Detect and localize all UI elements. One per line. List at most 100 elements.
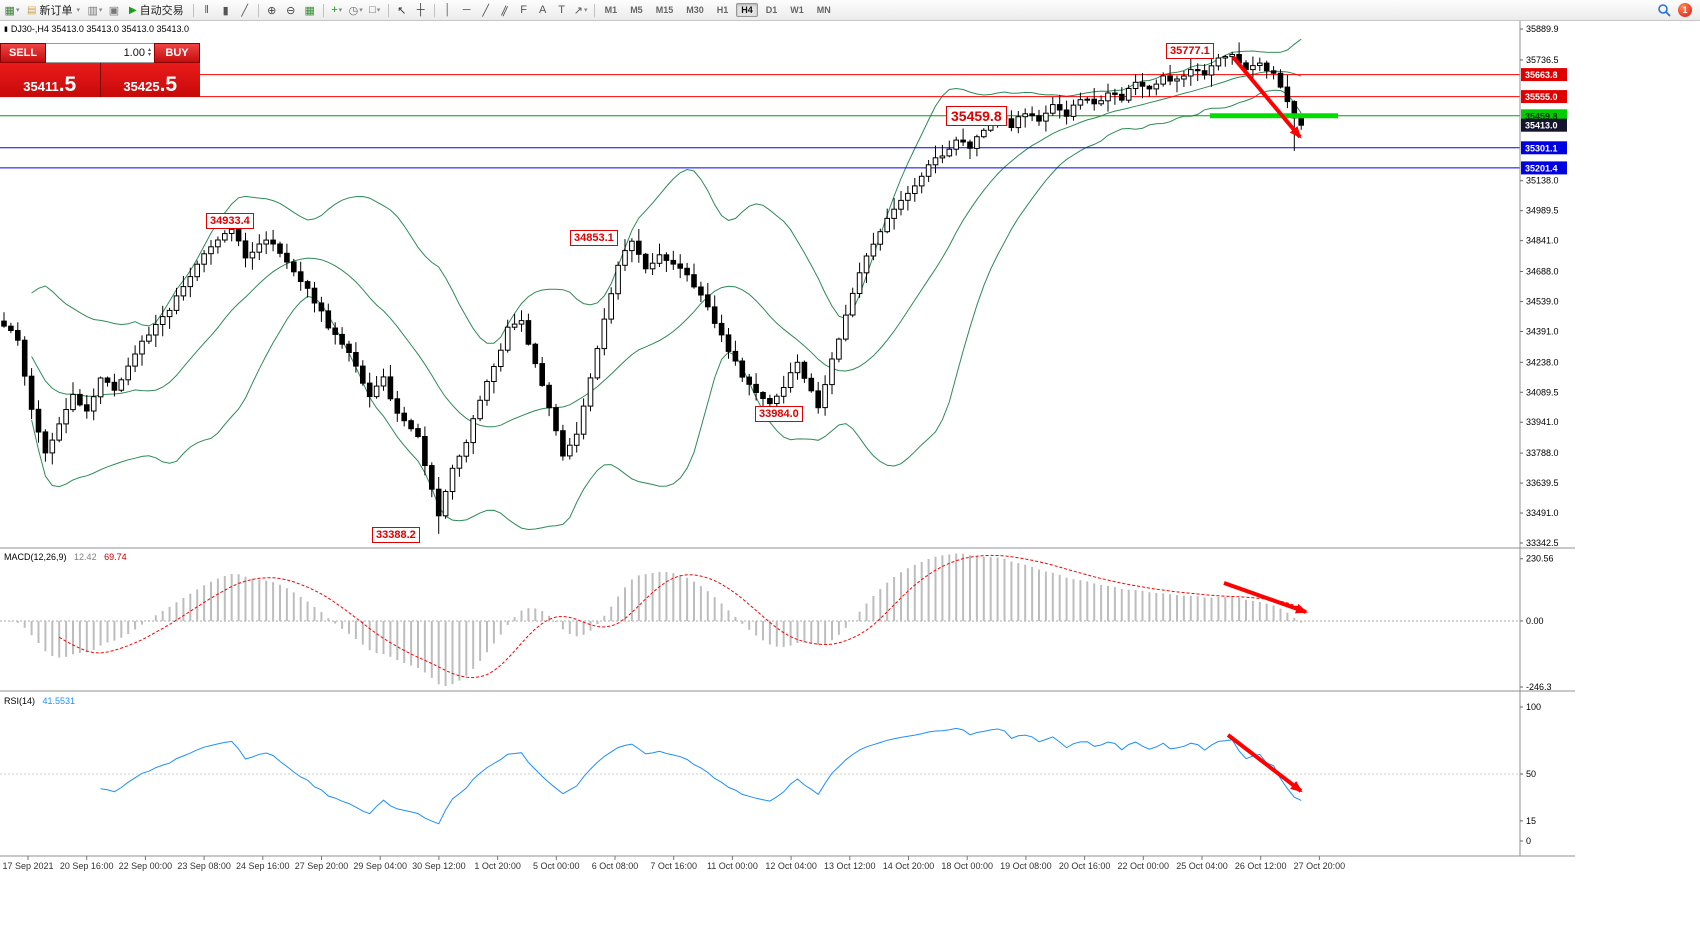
timeframe-button-d1[interactable]: D1 [765,5,778,15]
price-annotation-34933.4[interactable]: 34933.4 [206,213,254,229]
timeframe-button-w1[interactable]: W1 [790,5,804,15]
notification-badge[interactable]: 1 [1678,3,1692,17]
svg-text:100: 100 [1526,702,1541,712]
svg-text:5 Oct 00:00: 5 Oct 00:00 [533,861,580,871]
svg-text:34688.0: 34688.0 [1526,267,1559,277]
bar-chart-type-icon[interactable]: ‖ [204,4,209,16]
line-chart-type-icon[interactable]: ╱ [241,4,248,17]
price-axis-box-35663.8 [1521,68,1567,82]
buy-price[interactable]: 35425.5 [100,63,200,97]
rsi-trend-arrow[interactable] [1226,733,1303,793]
arrows-icon[interactable]: ↗ ▾ [573,4,588,17]
macd-main-value: 12.42 [74,552,97,562]
vertical-line-icon[interactable]: │ [444,4,452,16]
timeframe-button-h1[interactable]: H1 [716,5,729,15]
svg-text:35889.9: 35889.9 [1526,24,1559,34]
auto-trading-button-icon: ▶ [128,4,137,16]
svg-text:34841.0: 34841.0 [1526,236,1559,246]
bollinger-upper-band [31,38,1302,344]
text-icon[interactable]: A [539,4,547,16]
chart-plot-area[interactable] [0,21,1520,856]
toolbar-separator [257,3,259,17]
indicators-icon[interactable]: + ▾ [331,4,343,16]
timeframe-button-h4[interactable]: H4 [736,3,758,17]
price-axis-box-35555.0 [1521,90,1567,104]
svg-text:34391.0: 34391.0 [1526,326,1559,336]
timeframe-button-m5[interactable]: M5 [630,5,643,15]
new-chart-icon[interactable]: ▦ ▾ [4,4,20,17]
toolbar-separator [192,3,194,17]
price-trend-arrow[interactable] [1231,55,1302,139]
macd-trend-arrow[interactable] [1223,581,1308,614]
fibonacci-icon[interactable]: F [520,4,528,16]
sell-price[interactable]: 35411.5 [0,63,100,97]
price-axis[interactable] [1521,21,1576,856]
trendline-icon[interactable]: ╱ [482,4,489,17]
svg-text:20 Oct 16:00: 20 Oct 16:00 [1059,861,1111,871]
svg-text:33342.5: 33342.5 [1526,538,1559,548]
svg-text:34539.0: 34539.0 [1526,297,1559,307]
window-cascade-icon[interactable]: ▣ [108,4,120,17]
zoom-in-icon[interactable]: ⊕ [267,4,277,17]
svg-text:23 Sep 08:00: 23 Sep 08:00 [177,861,231,871]
tile-windows-icon[interactable]: ▦ [304,4,315,17]
symbol-ohlc-line: ▮ DJ30-,H4 35413.0 35413.0 35413.0 35413… [4,24,189,34]
cursor-icon[interactable]: ↖ [397,4,407,17]
price-axis-box-35301.1 [1521,141,1567,155]
price-annotation-33388.2[interactable]: 33388.2 [372,527,420,543]
buy-button[interactable]: BUY [154,43,200,63]
price-annotation-33984.0[interactable]: 33984.0 [755,406,803,422]
auto-trading-button[interactable]: ▶ 自动交易 [128,4,184,18]
svg-text:29 Sep 04:00: 29 Sep 04:00 [353,861,407,871]
profiles-icon[interactable]: ▥ ▾ [87,4,103,17]
svg-text:6 Oct 08:00: 6 Oct 08:00 [592,861,639,871]
label-icon[interactable]: T [558,4,566,16]
price-annotation-34853.1[interactable]: 34853.1 [570,230,618,246]
chart-window: 35889.9 35736.5 35138.0 34989.5 34841.0 34688… [0,21,1700,939]
one-click-trading-panel: SELL 1.00 ▴ ▾ BUY 35411.5 35425.5 [0,43,200,97]
templates-icon[interactable]: □ ▾ [369,4,381,16]
svg-text:33788.0: 33788.0 [1526,448,1559,458]
objects-icon[interactable]: ◷ ▾ [348,4,363,17]
svg-text:35459.8: 35459.8 [1525,111,1558,121]
svg-text:17 Sep 2021: 17 Sep 2021 [2,861,53,871]
svg-text:33941.0: 33941.0 [1526,417,1559,427]
candlestick-series [1,42,1305,534]
channel-icon[interactable]: ∥ [499,3,510,18]
timeframe-button-mn[interactable]: MN [816,5,831,15]
svg-text:22 Oct 00:00: 22 Oct 00:00 [1118,861,1170,871]
candlestick-chart-type-icon[interactable]: ▮ [222,4,229,17]
svg-text:15: 15 [1526,816,1536,826]
time-axis[interactable]: 17 Sep 2021 20 Sep 16:00 22 Sep 00:00 23 Se… [2,856,1345,871]
timeframe-button-m15[interactable]: M15 [655,5,674,15]
macd-label: MACD(12,26,9) 12.42 69.74 [4,552,132,562]
price-annotation-35777.1[interactable]: 35777.1 [1166,43,1214,59]
timeframe-button-m1[interactable]: M1 [604,5,618,15]
svg-text:12 Oct 04:00: 12 Oct 04:00 [765,861,817,871]
price-annotation-35459.8[interactable]: 35459.8 [946,106,1007,126]
svg-text:13 Oct 12:00: 13 Oct 12:00 [824,861,876,871]
svg-text:35555.0: 35555.0 [1525,92,1558,102]
svg-text:-246.3: -246.3 [1526,682,1552,692]
macd-histogram [9,553,1303,686]
svg-text:50: 50 [1526,769,1536,779]
svg-text:0: 0 [1526,836,1531,846]
search-icon[interactable] [1655,2,1673,18]
svg-text:0.00: 0.00 [1526,616,1544,626]
timeframe-button-m30[interactable]: M30 [686,5,704,15]
svg-text:33491.0: 33491.0 [1526,508,1559,518]
price-chart[interactable]: 35889.9 35736.5 35138.0 34989.5 34841.0 34688… [0,21,1700,939]
crosshair-icon[interactable]: ┼ [416,4,425,16]
svg-text:20 Sep 16:00: 20 Sep 16:00 [60,861,114,871]
sell-button[interactable]: SELL [0,43,46,63]
new-order-button[interactable]: ▤ 新订单 ▾ [27,4,80,18]
svg-text:26 Oct 12:00: 26 Oct 12:00 [1235,861,1287,871]
macd-signal-value: 69.74 [104,552,127,562]
annotation-layer: 35777.1 35459.8 34933.4 34853.1 33984.0 33388… [0,21,1700,939]
horizontal-line-icon[interactable]: ─ [462,4,471,16]
volume-input[interactable]: 1.00 ▴ ▾ [46,43,154,63]
volume-stepper[interactable]: ▴ ▾ [147,47,151,58]
zoom-out-icon[interactable]: ⊖ [286,4,296,17]
toolbar-separator [593,3,595,17]
